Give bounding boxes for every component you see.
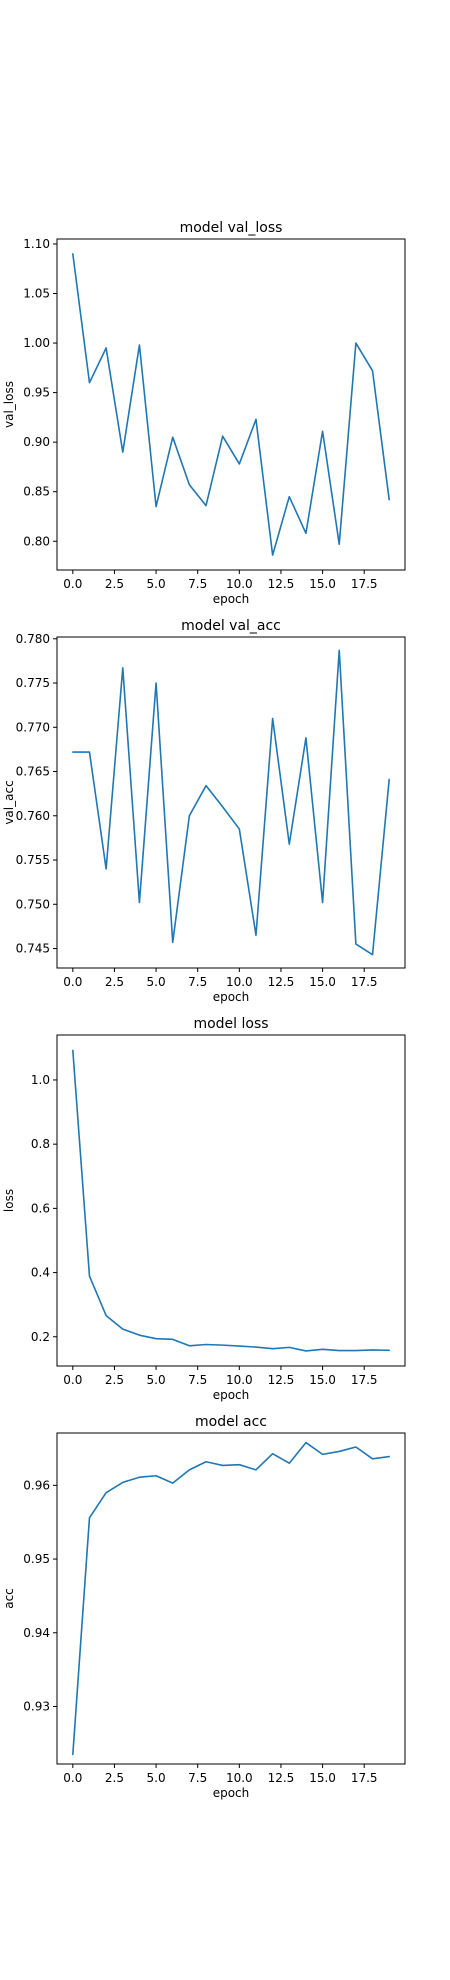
y-tick-label: 0.755: [16, 853, 50, 867]
x-tick-label: 7.5: [188, 577, 207, 591]
y-tick-label: 0.93: [23, 1699, 50, 1713]
x-axis-label: epoch: [213, 1388, 250, 1402]
x-tick-label: 15.0: [309, 577, 336, 591]
y-tick-label: 0.8: [31, 1137, 50, 1151]
x-tick-label: 17.5: [351, 975, 378, 989]
x-tick-label: 7.5: [188, 1373, 207, 1387]
y-tick-label: 0.760: [16, 809, 50, 823]
x-axis-label: epoch: [213, 1786, 250, 1800]
y-tick-label: 0.775: [16, 676, 50, 690]
x-tick-label: 2.5: [105, 1373, 124, 1387]
x-tick-label: 15.0: [309, 1373, 336, 1387]
y-tick-label: 0.80: [23, 534, 50, 548]
y-tick-label: 0.4: [31, 1266, 50, 1280]
y-tick-label: 1.10: [23, 237, 50, 251]
x-tick-label: 2.5: [105, 1771, 124, 1785]
y-tick-label: 0.6: [31, 1201, 50, 1215]
y-axis-label: val_loss: [2, 381, 16, 428]
x-tick-label: 0.0: [63, 1373, 82, 1387]
y-tick-label: 0.94: [23, 1626, 50, 1640]
x-tick-label: 15.0: [309, 975, 336, 989]
x-tick-label: 2.5: [105, 577, 124, 591]
chart-title: model acc: [195, 1414, 267, 1430]
y-tick-label: 0.90: [23, 435, 50, 449]
chart-title: model loss: [193, 1016, 268, 1032]
x-tick-label: 17.5: [351, 1373, 378, 1387]
series-line: [72, 649, 390, 956]
y-tick-label: 0.765: [16, 765, 50, 779]
y-tick-label: 0.85: [23, 485, 50, 499]
y-tick-label: 0.96: [23, 1478, 50, 1492]
x-tick-label: 10.0: [226, 577, 253, 591]
y-tick-label: 0.750: [16, 897, 50, 911]
x-tick-label: 7.5: [188, 975, 207, 989]
plot-frame: [56, 636, 406, 969]
y-tick-label: 1.00: [23, 336, 50, 350]
x-tick-label: 0.0: [63, 577, 82, 591]
plot-frame: [56, 1034, 406, 1367]
chart-title: model val_loss: [180, 220, 283, 236]
x-tick-label: 5.0: [147, 1373, 166, 1387]
plot-frame: [56, 238, 406, 571]
x-tick-label: 12.5: [268, 1373, 295, 1387]
x-tick-label: 7.5: [188, 1771, 207, 1785]
y-tick-label: 0.2: [31, 1330, 50, 1344]
y-tick-label: 1.05: [23, 287, 50, 301]
x-tick-label: 0.0: [63, 1771, 82, 1785]
plot-frame: [56, 1432, 406, 1765]
y-axis-label: acc: [2, 1588, 16, 1609]
y-tick-label: 0.770: [16, 720, 50, 734]
x-axis-label: epoch: [213, 592, 250, 606]
x-tick-label: 12.5: [268, 577, 295, 591]
x-tick-label: 5.0: [147, 975, 166, 989]
y-tick-label: 0.780: [16, 632, 50, 646]
series-line: [72, 1049, 390, 1352]
x-tick-label: 10.0: [226, 975, 253, 989]
chart-title: model val_acc: [181, 618, 281, 634]
x-tick-label: 5.0: [147, 1771, 166, 1785]
y-tick-label: 0.745: [16, 942, 50, 956]
x-tick-label: 2.5: [105, 975, 124, 989]
x-tick-label: 0.0: [63, 975, 82, 989]
x-axis-label: epoch: [213, 990, 250, 1004]
y-tick-label: 1.0: [31, 1073, 50, 1087]
y-tick-label: 0.95: [23, 1552, 50, 1566]
x-tick-label: 10.0: [226, 1373, 253, 1387]
x-tick-label: 17.5: [351, 1771, 378, 1785]
x-tick-label: 15.0: [309, 1771, 336, 1785]
x-tick-label: 17.5: [351, 577, 378, 591]
x-tick-label: 10.0: [226, 1771, 253, 1785]
series-line: [72, 1441, 390, 1756]
x-tick-label: 5.0: [147, 577, 166, 591]
y-axis-label: val_acc: [2, 780, 16, 824]
series-line: [72, 253, 390, 556]
x-tick-label: 12.5: [268, 975, 295, 989]
y-tick-label: 0.95: [23, 386, 50, 400]
x-tick-label: 12.5: [268, 1771, 295, 1785]
y-axis-label: loss: [2, 1189, 16, 1212]
